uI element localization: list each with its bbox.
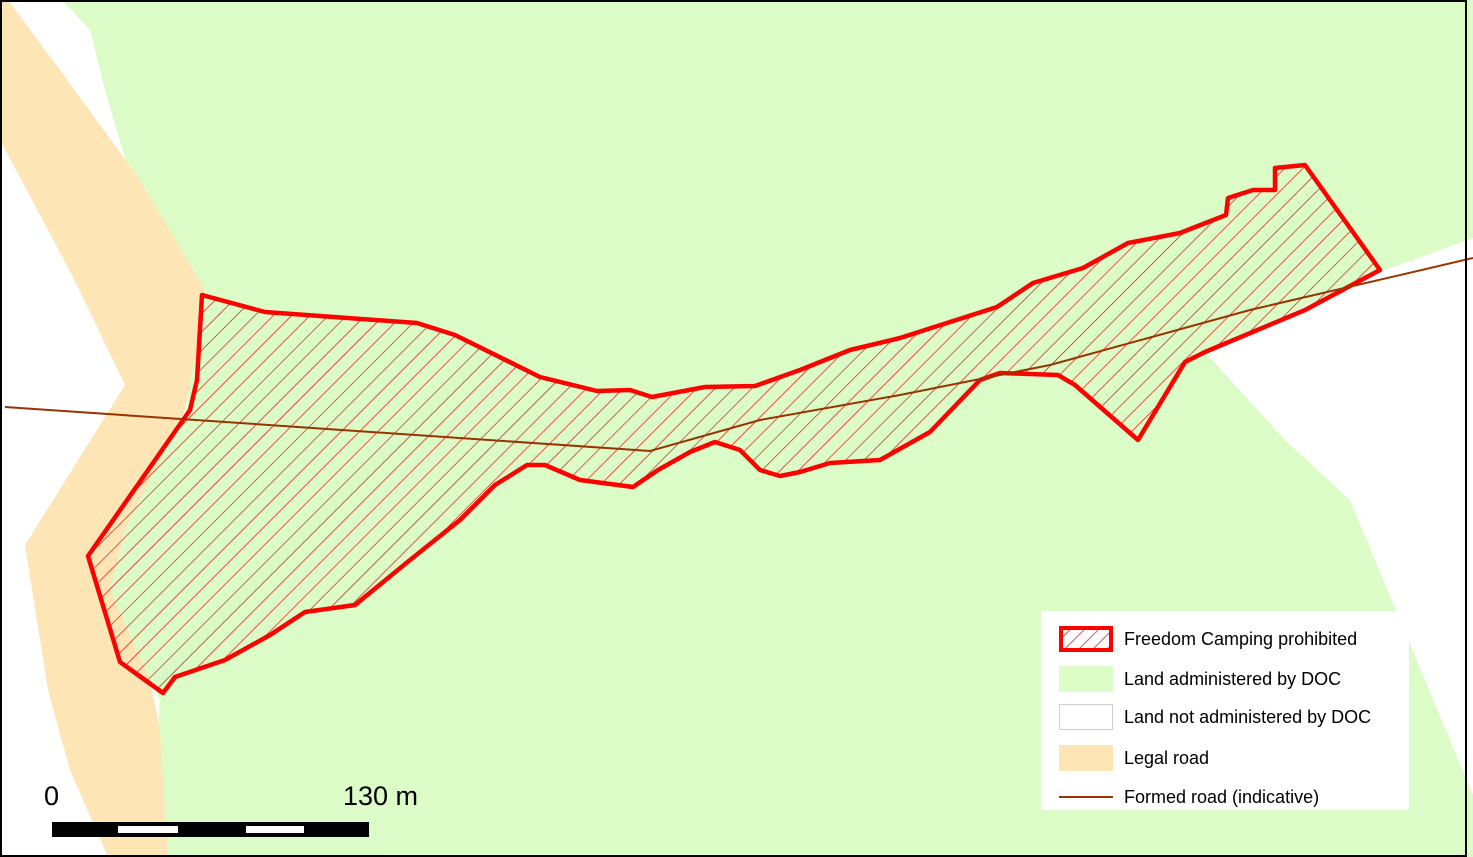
scale-bar-segment-3 xyxy=(180,822,244,837)
scale-bar-segment-2-fill xyxy=(118,826,178,833)
legend-item-camping-prohibited: Freedom Camping prohibited xyxy=(1041,626,1409,656)
scale-bar-segment-1 xyxy=(52,822,116,837)
legend-item-non-doc-land: Land not administered by DOC xyxy=(1041,704,1409,734)
legend-label: Formed road (indicative) xyxy=(1124,787,1320,807)
legend-item-formed-road: Formed road (indicative) xyxy=(1041,784,1409,814)
scale-bar-segment-4-fill xyxy=(246,826,304,833)
tan-fill-swatch-icon xyxy=(1059,745,1113,771)
scale-end-label: 130 m xyxy=(343,781,419,811)
legend-label: Land administered by DOC xyxy=(1124,669,1342,689)
green-fill-swatch-icon xyxy=(1059,666,1113,692)
brown-line-icon xyxy=(1059,796,1113,798)
scale-bar xyxy=(52,822,369,837)
legend-label: Legal road xyxy=(1124,748,1210,768)
legend-item-legal-road: Legal road xyxy=(1041,745,1409,775)
scale-start-label: 0 xyxy=(44,781,60,811)
legal-road-area xyxy=(0,0,205,857)
formed-road-line xyxy=(4,257,1473,453)
scale-bar-segment-5 xyxy=(306,822,369,837)
legend-label: Land not administered by DOC xyxy=(1124,707,1372,727)
legend-label: Freedom Camping prohibited xyxy=(1124,629,1358,649)
white-fill-swatch-icon xyxy=(1059,704,1113,730)
hatched-red-polygon-icon xyxy=(1059,626,1113,652)
map-legend: Freedom Camping prohibited Land administ… xyxy=(1041,611,1409,810)
camping-prohibited-area xyxy=(85,162,1383,696)
legend-item-doc-land: Land administered by DOC xyxy=(1041,666,1409,696)
